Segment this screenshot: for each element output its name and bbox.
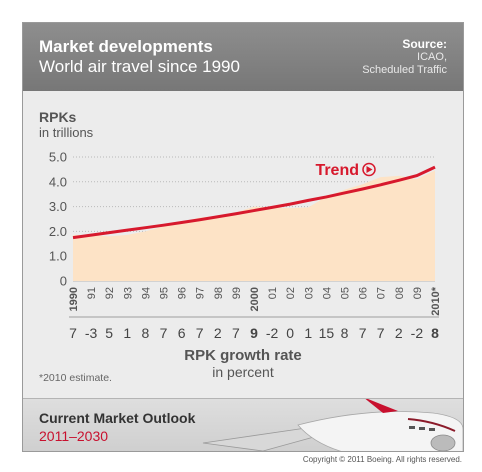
source-heading: Source: bbox=[402, 37, 447, 51]
x-tick-label: 2000 bbox=[249, 287, 261, 311]
x-tick-label: 08 bbox=[394, 287, 406, 299]
growth-rate-value: 8 bbox=[431, 325, 439, 341]
growth-rate-value: 5 bbox=[105, 325, 113, 341]
growth-rate-value: -3 bbox=[85, 325, 98, 341]
growth-rate-unit: in percent bbox=[212, 364, 274, 380]
footer-banner: Current Market Outlook 2011–2030 bbox=[23, 398, 463, 451]
y-tick-label: 3.0 bbox=[49, 199, 67, 214]
x-tick-label: 03 bbox=[303, 287, 315, 299]
chart-subtitle: World air travel since 1990 bbox=[39, 57, 240, 76]
y-axis-label: RPKs bbox=[39, 109, 77, 125]
trend-line bbox=[72, 165, 436, 240]
x-tick-label: 07 bbox=[376, 287, 388, 299]
growth-rate-value: 9 bbox=[250, 325, 258, 341]
y-tick-label: 0 bbox=[60, 274, 67, 289]
x-tick-label: 99 bbox=[231, 287, 243, 299]
copyright-notice: Copyright © 2011 Boeing. All rights rese… bbox=[302, 455, 462, 464]
growth-rate-value: 7 bbox=[232, 325, 240, 341]
x-tick-label: 98 bbox=[213, 287, 225, 299]
x-tick-label: 01 bbox=[267, 287, 279, 299]
x-tick-label: 97 bbox=[195, 287, 207, 299]
source-line-1: ICAO, bbox=[417, 51, 447, 63]
footnote: *2010 estimate. bbox=[39, 372, 112, 384]
footer-years: 2011–2030 bbox=[39, 428, 109, 444]
source-line-2: Scheduled Traffic bbox=[362, 64, 447, 76]
growth-rate-value: 7 bbox=[359, 325, 367, 341]
growth-rate-value: 7 bbox=[196, 325, 204, 341]
y-tick-label: 5.0 bbox=[49, 150, 67, 165]
growth-rate-value: 8 bbox=[142, 325, 150, 341]
growth-rate-value: 7 bbox=[160, 325, 168, 341]
x-tick-label: 94 bbox=[140, 287, 152, 299]
footer-title: Current Market Outlook bbox=[39, 410, 196, 426]
y-tick-label: 4.0 bbox=[49, 174, 67, 189]
x-tick-label: 04 bbox=[321, 287, 333, 299]
x-tick-label: 2010* bbox=[430, 286, 442, 315]
y-tick-label: 2.0 bbox=[49, 224, 67, 239]
growth-rate-value: -2 bbox=[411, 325, 424, 341]
growth-rate-value: 2 bbox=[395, 325, 403, 341]
growth-rate-value: 15 bbox=[319, 325, 335, 341]
x-tick-label: 96 bbox=[177, 287, 189, 299]
chart-header: Market developments World air travel sin… bbox=[23, 23, 463, 91]
growth-rate-value: 6 bbox=[178, 325, 186, 341]
play-icon-arrow bbox=[366, 166, 373, 173]
y-tick-label: 1.0 bbox=[49, 249, 67, 264]
growth-rate-value: 7 bbox=[377, 325, 385, 341]
growth-rate-value: 1 bbox=[123, 325, 131, 341]
play-icon bbox=[362, 162, 376, 177]
rpk-area bbox=[73, 170, 435, 281]
x-tick-label: 92 bbox=[104, 287, 116, 299]
x-tick-label: 1990 bbox=[68, 287, 80, 311]
airplane-icon bbox=[202, 399, 463, 451]
x-tick-label: 91 bbox=[86, 287, 98, 299]
trend-label: Trend bbox=[315, 162, 359, 179]
x-tick-label: 05 bbox=[340, 287, 352, 299]
growth-rate-value: 1 bbox=[304, 325, 312, 341]
chart-title: Market developments bbox=[39, 37, 213, 56]
x-tick-label: 95 bbox=[159, 287, 171, 299]
growth-rate-value: -2 bbox=[266, 325, 279, 341]
x-tick-label: 02 bbox=[285, 287, 297, 299]
x-tick-label: 06 bbox=[358, 287, 370, 299]
growth-rate-value: 8 bbox=[341, 325, 349, 341]
y-axis-unit: in trillions bbox=[39, 125, 94, 140]
growth-rate-label: RPK growth rate bbox=[184, 347, 302, 364]
growth-rate-value: 2 bbox=[214, 325, 222, 341]
chart-panel: Market developments World air travel sin… bbox=[22, 22, 464, 452]
x-tick-label: 93 bbox=[122, 287, 134, 299]
growth-rate-value: 0 bbox=[286, 325, 294, 341]
x-tick-label: 09 bbox=[412, 287, 424, 299]
growth-rate-value: 7 bbox=[69, 325, 77, 341]
